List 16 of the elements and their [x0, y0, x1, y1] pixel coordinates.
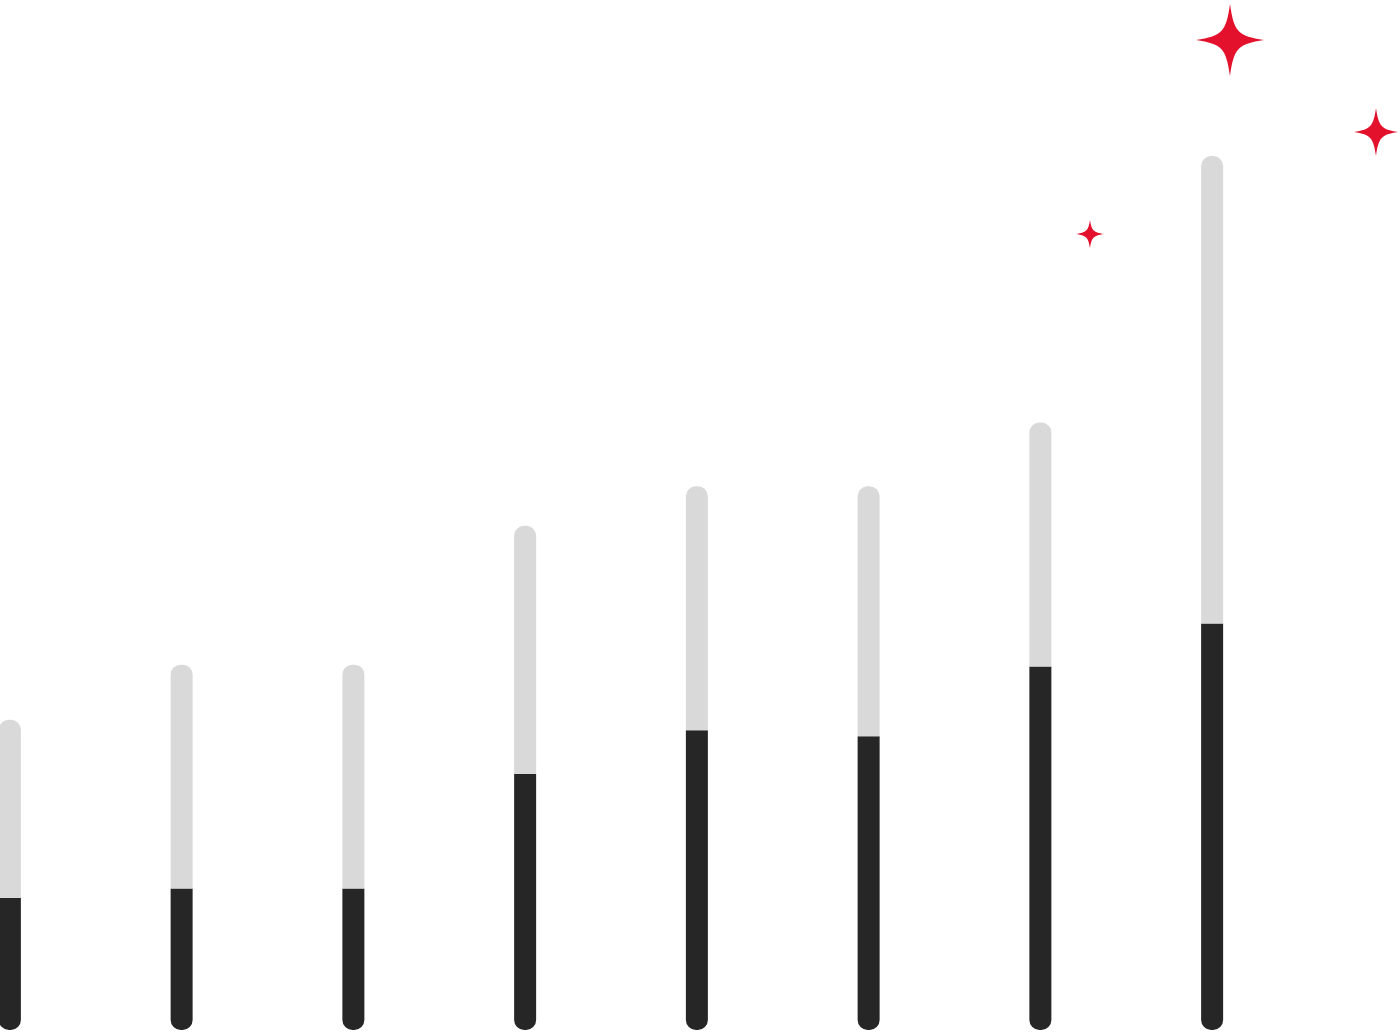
bar — [1201, 156, 1224, 624]
bar — [342, 888, 365, 1030]
bar — [514, 525, 537, 774]
bar — [170, 664, 193, 889]
bar — [685, 486, 708, 731]
bar — [342, 664, 365, 889]
bar — [857, 486, 880, 737]
bar — [170, 888, 193, 1030]
bar — [1029, 666, 1052, 1030]
bar — [1029, 422, 1052, 667]
bar — [1201, 623, 1224, 1030]
bar — [685, 730, 708, 1030]
bar — [857, 736, 880, 1030]
bar — [0, 719, 21, 899]
bar — [514, 773, 537, 1030]
bar — [0, 898, 21, 1030]
